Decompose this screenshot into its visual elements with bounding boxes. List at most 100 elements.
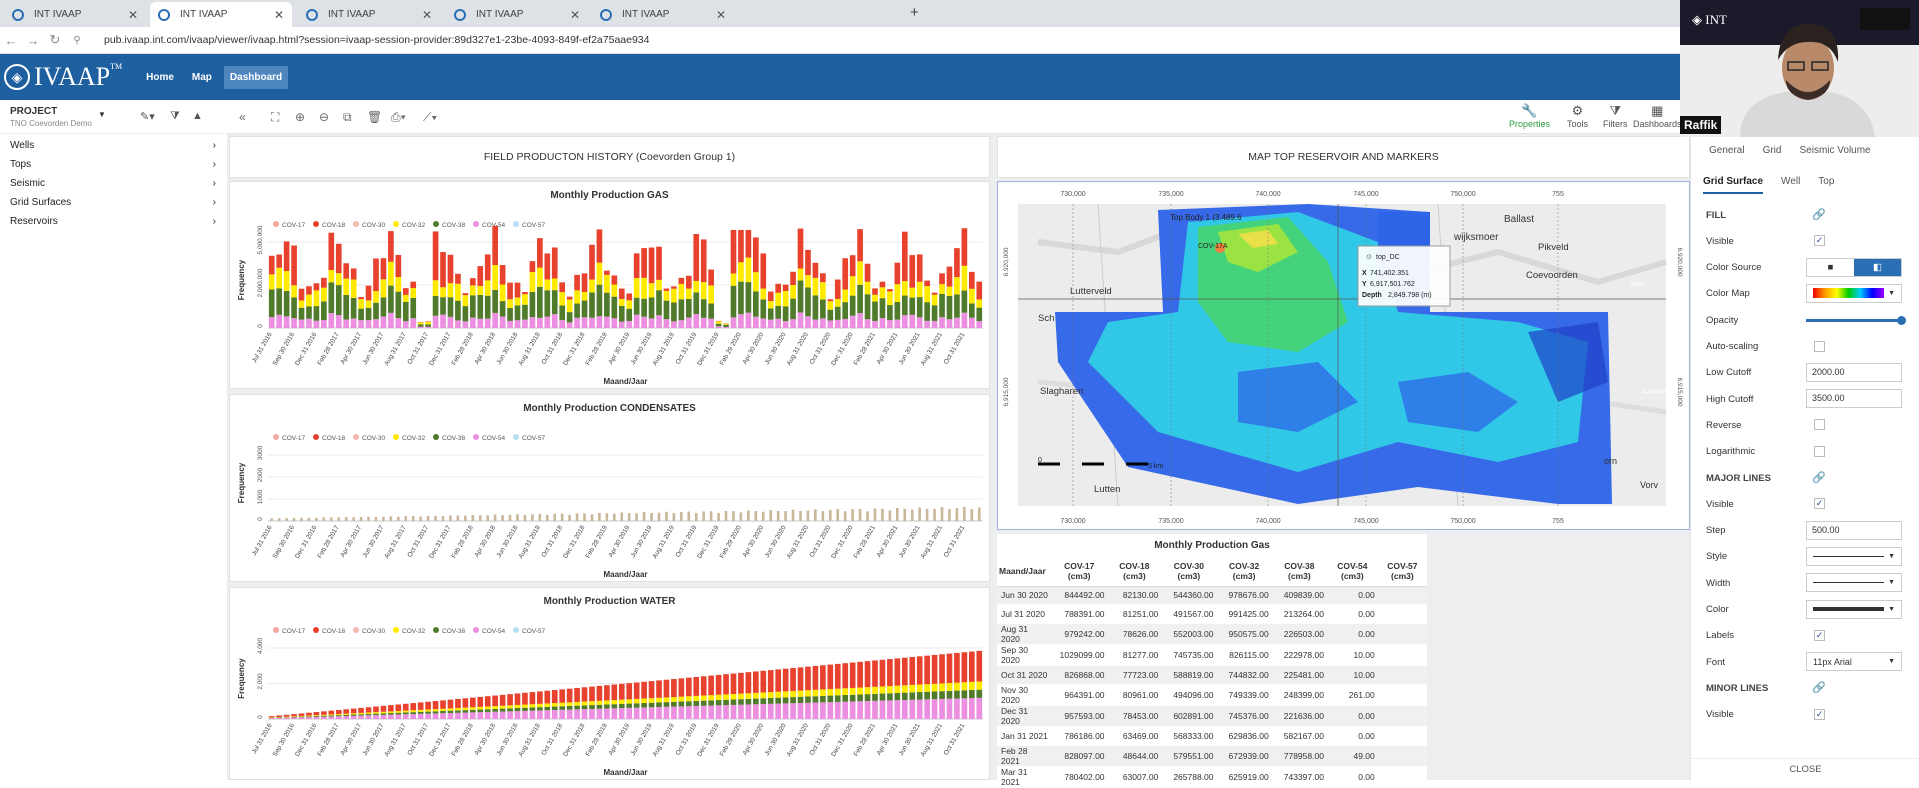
bar-cov-54[interactable] — [440, 713, 446, 719]
bar-cov-38[interactable] — [634, 298, 640, 315]
bar-cov-54[interactable] — [314, 717, 320, 719]
bar-cov-54[interactable] — [568, 515, 571, 521]
bar-cov-18[interactable] — [701, 239, 707, 282]
bar-cov-18[interactable] — [530, 261, 536, 272]
bar-cov-38[interactable] — [939, 294, 945, 317]
bar-cov-54[interactable] — [822, 511, 825, 521]
bar-cov-32[interactable] — [425, 709, 431, 711]
bar-cov-18[interactable] — [574, 688, 580, 702]
bar-cov-18[interactable] — [738, 230, 744, 262]
bar-cov-54[interactable] — [492, 712, 498, 719]
bar-cov-54[interactable] — [269, 317, 275, 328]
bar-cov-38[interactable] — [895, 693, 901, 700]
bar-cov-54[interactable] — [932, 699, 938, 719]
bar-cov-38[interactable] — [373, 303, 379, 320]
bar-cov-38[interactable] — [857, 694, 863, 701]
bar-cov-54[interactable] — [418, 327, 424, 328]
zoom-out-icon[interactable]: ⊖ — [319, 110, 329, 124]
bar-cov-54[interactable] — [827, 320, 833, 328]
bar-cov-54[interactable] — [403, 321, 409, 328]
bar-cov-38[interactable] — [902, 296, 908, 316]
bar-cov-54[interactable] — [471, 515, 474, 521]
bar-cov-18[interactable] — [463, 293, 469, 295]
bar-cov-18[interactable] — [388, 705, 394, 711]
bar-cov-38[interactable] — [827, 696, 833, 703]
bar-cov-54[interactable] — [664, 319, 670, 328]
bar-cov-54[interactable] — [425, 327, 431, 328]
bar-cov-32[interactable] — [567, 702, 573, 706]
bar-cov-38[interactable] — [455, 301, 461, 321]
bar-cov-32[interactable] — [932, 295, 938, 306]
bar-cov-18[interactable] — [649, 248, 655, 284]
bar-cov-18[interactable] — [827, 299, 833, 301]
bar-cov-32[interactable] — [448, 708, 454, 710]
bar-cov-54[interactable] — [665, 512, 668, 521]
bar-cov-32[interactable] — [679, 697, 685, 702]
bar-cov-38[interactable] — [723, 700, 729, 705]
bar-cov-18[interactable] — [515, 283, 521, 298]
bar-cov-54[interactable] — [649, 707, 655, 719]
bar-cov-38[interactable] — [306, 306, 312, 318]
bar-cov-32[interactable] — [619, 700, 625, 704]
bar-cov-54[interactable] — [352, 517, 355, 521]
bar-cov-32[interactable] — [373, 291, 379, 303]
bar-cov-38[interactable] — [798, 697, 804, 703]
bar-cov-32[interactable] — [641, 699, 647, 703]
bar-cov-54[interactable] — [790, 703, 796, 719]
sidebar-item-seismic[interactable]: Seismic› — [0, 174, 226, 193]
bar-cov-54[interactable] — [775, 704, 781, 719]
bar-cov-54[interactable] — [866, 511, 869, 521]
bar-cov-38[interactable] — [954, 691, 960, 699]
bar-cov-18[interactable] — [276, 255, 282, 268]
bar-cov-38[interactable] — [522, 305, 528, 320]
bar-cov-54[interactable] — [933, 509, 936, 521]
bar-cov-32[interactable] — [500, 284, 506, 301]
bar-cov-18[interactable] — [552, 690, 558, 703]
bar-cov-18[interactable] — [589, 687, 595, 702]
bar-cov-32[interactable] — [932, 684, 938, 692]
bar-cov-54[interactable] — [769, 510, 772, 521]
reverse-checkbox[interactable] — [1814, 419, 1825, 430]
bar-cov-32[interactable] — [954, 683, 960, 691]
bar-cov-54[interactable] — [740, 512, 743, 521]
bar-cov-18[interactable] — [485, 696, 491, 706]
bar-cov-32[interactable] — [746, 693, 752, 699]
bar-cov-38[interactable] — [500, 301, 506, 316]
bar-cov-38[interactable] — [716, 324, 722, 327]
bar-cov-38[interactable] — [343, 295, 349, 320]
bar-cov-32[interactable] — [321, 715, 327, 716]
bar-cov-32[interactable] — [693, 696, 699, 701]
bar-cov-54[interactable] — [315, 518, 318, 521]
bar-cov-54[interactable] — [874, 509, 877, 521]
bar-cov-18[interactable] — [857, 662, 863, 688]
bar-cov-38[interactable] — [463, 710, 469, 712]
bar-cov-18[interactable] — [842, 663, 848, 688]
bar-cov-54[interactable] — [463, 713, 469, 719]
bar-cov-32[interactable] — [448, 283, 454, 297]
bar-cov-18[interactable] — [641, 248, 647, 278]
bar-cov-54[interactable] — [939, 699, 945, 719]
bar-cov-38[interactable] — [276, 288, 282, 314]
bar-cov-38[interactable] — [775, 698, 781, 704]
prop-tab-grid[interactable]: Grid — [1763, 145, 1782, 156]
bar-cov-32[interactable] — [887, 291, 893, 305]
bar-cov-32[interactable] — [597, 701, 603, 705]
bar-cov-18[interactable] — [492, 226, 498, 265]
bar-cov-54[interactable] — [388, 313, 394, 328]
bar-cov-32[interactable] — [641, 278, 647, 299]
bar-cov-54[interactable] — [553, 514, 556, 521]
bar-cov-18[interactable] — [358, 708, 364, 713]
bar-cov-18[interactable] — [582, 687, 588, 701]
bar-cov-38[interactable] — [746, 699, 752, 705]
bar-cov-54[interactable] — [679, 706, 685, 719]
bar-cov-38[interactable] — [440, 297, 446, 314]
bar-cov-54[interactable] — [932, 321, 938, 328]
bar-cov-38[interactable] — [574, 706, 580, 710]
bar-cov-18[interactable] — [604, 271, 610, 275]
dashboards-button[interactable]: ▦Dashboards — [1633, 103, 1682, 129]
bar-cov-18[interactable] — [440, 700, 446, 708]
bar-cov-54[interactable] — [978, 507, 981, 521]
bar-cov-18[interactable] — [813, 666, 819, 690]
bar-cov-38[interactable] — [403, 712, 409, 714]
bar-cov-54[interactable] — [881, 509, 884, 521]
